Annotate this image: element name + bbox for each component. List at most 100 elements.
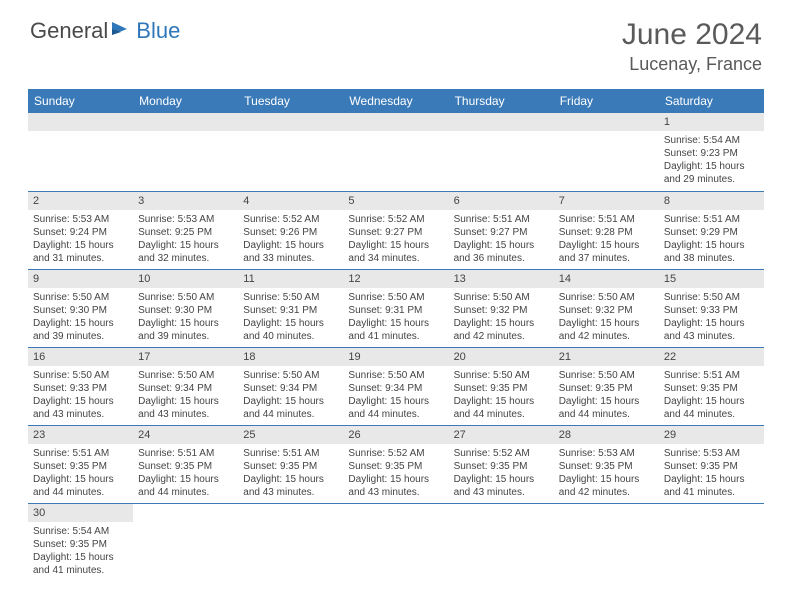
day-details: Sunrise: 5:50 AMSunset: 9:33 PMDaylight:… [28, 366, 133, 425]
sunset-text: Sunset: 9:27 PM [454, 226, 549, 239]
brand-text-blue: Blue [136, 18, 180, 44]
sunset-text: Sunset: 9:35 PM [138, 460, 233, 473]
day-cell [659, 503, 764, 581]
daylight-text-1: Daylight: 15 hours [454, 473, 549, 486]
daylight-text-1: Daylight: 15 hours [138, 239, 233, 252]
day-cell [133, 113, 238, 191]
daylight-text-1: Daylight: 15 hours [664, 473, 759, 486]
daylight-text-1: Daylight: 15 hours [33, 551, 128, 564]
daylight-text-1: Daylight: 15 hours [243, 317, 338, 330]
day-details: Sunrise: 5:50 AMSunset: 9:34 PMDaylight:… [343, 366, 448, 425]
day-details: Sunrise: 5:51 AMSunset: 9:27 PMDaylight:… [449, 210, 554, 269]
sunrise-text: Sunrise: 5:50 AM [348, 291, 443, 304]
day-details: Sunrise: 5:50 AMSunset: 9:31 PMDaylight:… [343, 288, 448, 347]
day-details: Sunrise: 5:50 AMSunset: 9:33 PMDaylight:… [659, 288, 764, 347]
day-cell: 8Sunrise: 5:51 AMSunset: 9:29 PMDaylight… [659, 191, 764, 269]
daylight-text-1: Daylight: 15 hours [243, 239, 338, 252]
empty-day-bar [343, 113, 448, 131]
day-number: 30 [28, 504, 133, 522]
empty-day-bar [449, 113, 554, 131]
day-cell: 1Sunrise: 5:54 AMSunset: 9:23 PMDaylight… [659, 113, 764, 191]
daylight-text-2: and 44 minutes. [33, 486, 128, 499]
day-cell: 9Sunrise: 5:50 AMSunset: 9:30 PMDaylight… [28, 269, 133, 347]
day-details: Sunrise: 5:51 AMSunset: 9:29 PMDaylight:… [659, 210, 764, 269]
sunset-text: Sunset: 9:35 PM [559, 382, 654, 395]
sunrise-text: Sunrise: 5:51 AM [664, 369, 759, 382]
day-details: Sunrise: 5:51 AMSunset: 9:35 PMDaylight:… [238, 444, 343, 503]
daylight-text-2: and 33 minutes. [243, 252, 338, 265]
sunset-text: Sunset: 9:29 PM [664, 226, 759, 239]
month-title: June 2024 [622, 18, 762, 52]
day-cell: 24Sunrise: 5:51 AMSunset: 9:35 PMDayligh… [133, 425, 238, 503]
day-number: 5 [343, 192, 448, 210]
daylight-text-1: Daylight: 15 hours [559, 239, 654, 252]
day-cell: 16Sunrise: 5:50 AMSunset: 9:33 PMDayligh… [28, 347, 133, 425]
sunset-text: Sunset: 9:35 PM [664, 382, 759, 395]
daylight-text-1: Daylight: 15 hours [33, 317, 128, 330]
daylight-text-2: and 42 minutes. [454, 330, 549, 343]
daylight-text-1: Daylight: 15 hours [33, 239, 128, 252]
daylight-text-2: and 44 minutes. [559, 408, 654, 421]
daylight-text-1: Daylight: 15 hours [454, 395, 549, 408]
sunrise-text: Sunrise: 5:53 AM [664, 447, 759, 460]
day-cell: 17Sunrise: 5:50 AMSunset: 9:34 PMDayligh… [133, 347, 238, 425]
day-number: 29 [659, 426, 764, 444]
empty-day-bar [238, 113, 343, 131]
daylight-text-2: and 43 minutes. [138, 408, 233, 421]
week-row: 16Sunrise: 5:50 AMSunset: 9:33 PMDayligh… [28, 347, 764, 425]
sunrise-text: Sunrise: 5:51 AM [138, 447, 233, 460]
week-row: 1Sunrise: 5:54 AMSunset: 9:23 PMDaylight… [28, 113, 764, 191]
daylight-text-1: Daylight: 15 hours [138, 317, 233, 330]
daylight-text-1: Daylight: 15 hours [138, 473, 233, 486]
day-number: 26 [343, 426, 448, 444]
daylight-text-2: and 44 minutes. [138, 486, 233, 499]
weekday-header: Thursday [449, 89, 554, 113]
day-number: 19 [343, 348, 448, 366]
daylight-text-2: and 42 minutes. [559, 330, 654, 343]
sunrise-text: Sunrise: 5:54 AM [664, 134, 759, 147]
sunset-text: Sunset: 9:34 PM [243, 382, 338, 395]
daylight-text-2: and 44 minutes. [243, 408, 338, 421]
day-cell [554, 113, 659, 191]
sunset-text: Sunset: 9:32 PM [559, 304, 654, 317]
day-cell: 20Sunrise: 5:50 AMSunset: 9:35 PMDayligh… [449, 347, 554, 425]
day-details: Sunrise: 5:51 AMSunset: 9:35 PMDaylight:… [659, 366, 764, 425]
sunrise-text: Sunrise: 5:50 AM [138, 291, 233, 304]
day-cell [449, 503, 554, 581]
sunrise-text: Sunrise: 5:50 AM [559, 291, 654, 304]
sunrise-text: Sunrise: 5:51 AM [243, 447, 338, 460]
day-details: Sunrise: 5:54 AMSunset: 9:23 PMDaylight:… [659, 131, 764, 190]
day-cell [238, 113, 343, 191]
weekday-header: Sunday [28, 89, 133, 113]
sunrise-text: Sunrise: 5:50 AM [243, 369, 338, 382]
flag-icon [111, 20, 133, 43]
daylight-text-2: and 42 minutes. [559, 486, 654, 499]
sunset-text: Sunset: 9:35 PM [454, 382, 549, 395]
sunrise-text: Sunrise: 5:50 AM [454, 369, 549, 382]
sunrise-text: Sunrise: 5:50 AM [348, 369, 443, 382]
daylight-text-2: and 41 minutes. [664, 486, 759, 499]
day-cell: 10Sunrise: 5:50 AMSunset: 9:30 PMDayligh… [133, 269, 238, 347]
day-details: Sunrise: 5:50 AMSunset: 9:32 PMDaylight:… [449, 288, 554, 347]
sunrise-text: Sunrise: 5:50 AM [243, 291, 338, 304]
day-cell: 14Sunrise: 5:50 AMSunset: 9:32 PMDayligh… [554, 269, 659, 347]
daylight-text-1: Daylight: 15 hours [664, 239, 759, 252]
calendar-table: SundayMondayTuesdayWednesdayThursdayFrid… [28, 89, 764, 581]
day-cell: 30Sunrise: 5:54 AMSunset: 9:35 PMDayligh… [28, 503, 133, 581]
day-number: 14 [554, 270, 659, 288]
day-number: 23 [28, 426, 133, 444]
day-details: Sunrise: 5:50 AMSunset: 9:30 PMDaylight:… [133, 288, 238, 347]
day-number: 15 [659, 270, 764, 288]
daylight-text-2: and 43 minutes. [664, 330, 759, 343]
day-details: Sunrise: 5:52 AMSunset: 9:27 PMDaylight:… [343, 210, 448, 269]
day-cell: 15Sunrise: 5:50 AMSunset: 9:33 PMDayligh… [659, 269, 764, 347]
day-number: 1 [659, 113, 764, 131]
sunrise-text: Sunrise: 5:51 AM [664, 213, 759, 226]
weekday-header: Tuesday [238, 89, 343, 113]
sunset-text: Sunset: 9:34 PM [138, 382, 233, 395]
weekday-header: Monday [133, 89, 238, 113]
sunset-text: Sunset: 9:33 PM [33, 382, 128, 395]
day-cell: 21Sunrise: 5:50 AMSunset: 9:35 PMDayligh… [554, 347, 659, 425]
daylight-text-1: Daylight: 15 hours [348, 317, 443, 330]
day-number: 18 [238, 348, 343, 366]
